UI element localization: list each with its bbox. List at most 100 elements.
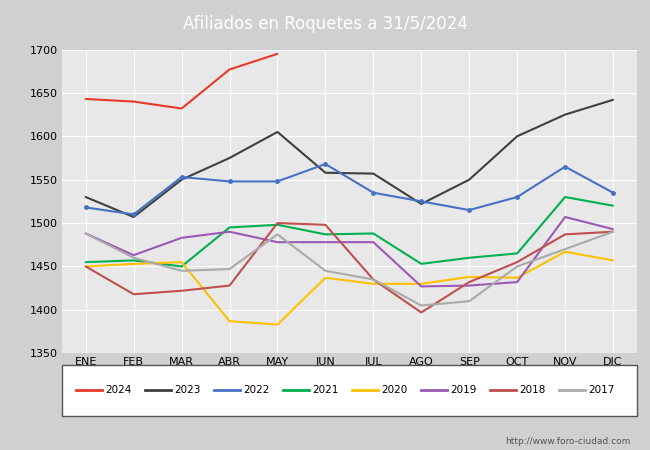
2021 (274, 222, 281, 228)
2023 (417, 201, 425, 207)
2022 (226, 179, 233, 184)
2022 (561, 164, 569, 169)
2019 (561, 214, 569, 220)
2021 (465, 255, 473, 261)
2018 (226, 283, 233, 288)
2022 (369, 190, 377, 195)
2020 (609, 258, 617, 263)
Text: 2020: 2020 (381, 385, 408, 396)
2020 (226, 319, 233, 324)
Text: 2019: 2019 (450, 385, 476, 396)
2020 (465, 274, 473, 279)
2023 (322, 170, 330, 176)
2020 (514, 275, 521, 280)
2022 (130, 212, 138, 217)
2023 (514, 134, 521, 139)
2018 (177, 288, 185, 293)
2023 (609, 97, 617, 103)
Line: 2023: 2023 (86, 100, 613, 217)
2018 (322, 222, 330, 228)
2024 (177, 106, 185, 111)
Line: 2018: 2018 (86, 223, 613, 312)
2023 (177, 177, 185, 182)
2020 (130, 261, 138, 266)
2022 (177, 175, 185, 180)
2022 (465, 207, 473, 213)
Text: 2017: 2017 (588, 385, 614, 396)
2020 (369, 281, 377, 287)
2018 (274, 220, 281, 226)
2023 (465, 177, 473, 182)
2017 (82, 231, 90, 236)
2020 (82, 264, 90, 269)
Text: Afiliados en Roquetes a 31/5/2024: Afiliados en Roquetes a 31/5/2024 (183, 14, 467, 33)
2019 (514, 279, 521, 285)
2019 (369, 239, 377, 245)
2019 (177, 235, 185, 241)
2023 (561, 112, 569, 117)
Text: 2024: 2024 (105, 385, 131, 396)
2017 (322, 268, 330, 274)
2017 (130, 255, 138, 261)
Line: 2022: 2022 (84, 162, 615, 216)
2021 (609, 203, 617, 208)
2018 (82, 264, 90, 269)
2024 (130, 99, 138, 104)
2018 (514, 259, 521, 265)
Line: 2019: 2019 (86, 217, 613, 286)
2024 (226, 67, 233, 72)
2022 (82, 205, 90, 210)
2021 (514, 251, 521, 256)
2022 (609, 190, 617, 195)
2024 (82, 96, 90, 102)
Text: 2022: 2022 (243, 385, 269, 396)
2017 (514, 264, 521, 269)
2023 (82, 194, 90, 200)
2017 (274, 232, 281, 237)
2022 (514, 194, 521, 200)
2021 (561, 194, 569, 200)
2019 (609, 226, 617, 232)
2022 (417, 199, 425, 204)
2023 (274, 129, 281, 135)
Line: 2017: 2017 (86, 232, 613, 306)
2021 (417, 261, 425, 266)
2017 (465, 298, 473, 304)
2020 (177, 259, 185, 265)
2021 (82, 259, 90, 265)
2018 (369, 277, 377, 282)
2017 (177, 268, 185, 274)
2020 (274, 322, 281, 327)
2018 (417, 310, 425, 315)
2019 (82, 231, 90, 236)
2020 (417, 281, 425, 287)
Line: 2021: 2021 (86, 197, 613, 266)
2022 (274, 179, 281, 184)
2021 (130, 258, 138, 263)
2019 (417, 284, 425, 289)
2023 (226, 155, 233, 161)
2019 (274, 239, 281, 245)
2019 (322, 239, 330, 245)
2021 (322, 232, 330, 237)
Line: 2024: 2024 (86, 54, 278, 108)
Text: 2023: 2023 (174, 385, 200, 396)
2017 (226, 266, 233, 272)
2017 (609, 229, 617, 234)
2024 (274, 51, 281, 57)
2021 (226, 225, 233, 230)
2017 (561, 247, 569, 252)
Text: http://www.foro-ciudad.com: http://www.foro-ciudad.com (505, 436, 630, 446)
2019 (130, 252, 138, 258)
2022 (322, 162, 330, 167)
2017 (369, 277, 377, 282)
2023 (130, 214, 138, 220)
2018 (130, 292, 138, 297)
2020 (322, 275, 330, 280)
Text: 2021: 2021 (312, 385, 339, 396)
2018 (465, 279, 473, 285)
2021 (177, 264, 185, 269)
2021 (369, 231, 377, 236)
Line: 2020: 2020 (86, 252, 613, 324)
2019 (465, 283, 473, 288)
